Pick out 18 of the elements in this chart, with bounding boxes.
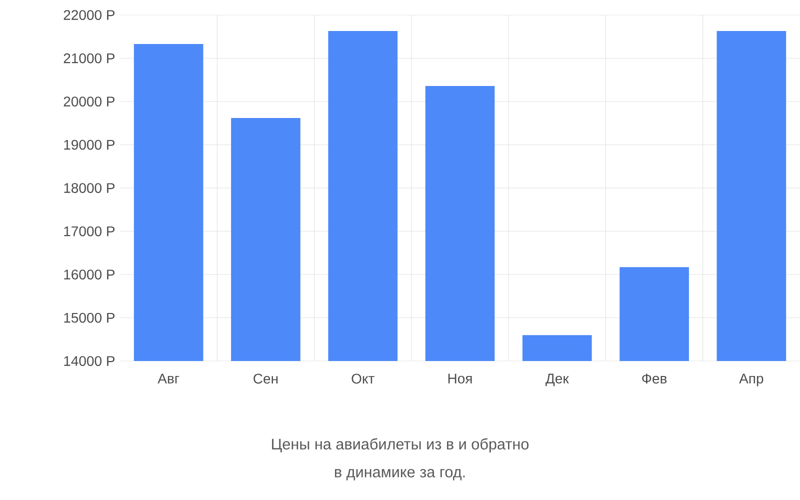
x-tick-label: Окт — [352, 374, 374, 384]
x-tick-label: Авг — [158, 374, 180, 384]
y-tick-label: 15000 Р — [64, 312, 115, 323]
y-tick-label: 14000 Р — [64, 356, 115, 366]
x-tick-label: Дек — [546, 374, 569, 386]
text: в динамике за год. — [334, 469, 465, 480]
x-tick-label: Сен — [254, 374, 278, 384]
x-tick-label: Фев — [642, 374, 667, 384]
y-tick-label: 22000 Р — [64, 10, 115, 20]
y-tick-label: 21000 Р — [64, 53, 115, 64]
text: Цены на авиабилеты из в и обратно — [272, 438, 529, 453]
y-tick-label: 19000 Р — [64, 140, 115, 150]
x-tick-label: Апр — [739, 374, 764, 386]
y-tick-label: 20000 Р — [64, 96, 115, 106]
y-tick-label: 18000 Р — [64, 183, 115, 193]
x-tick-label: Ноя — [448, 374, 472, 384]
y-tick-label: 16000 Р — [64, 270, 115, 280]
y-tick-label: 17000 Р — [64, 226, 115, 236]
